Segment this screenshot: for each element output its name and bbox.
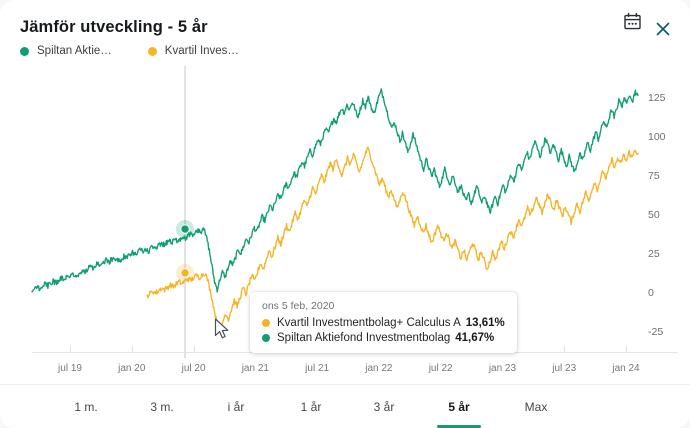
chart-svg (31, 66, 639, 358)
chart-tooltip: ons 5 feb, 2020 Kvartil Investmentbolag+… (250, 292, 517, 353)
tooltip-series-value: 13,61% (465, 317, 505, 329)
x-tick-label: jul 21 (305, 363, 330, 374)
series-line-1 (31, 88, 639, 293)
legend-label: Spiltan Aktie… (37, 45, 112, 57)
x-tick-label: jul 23 (552, 363, 577, 374)
legend-color-dot (20, 46, 29, 56)
y-tick-label: 0 (648, 287, 654, 300)
x-tick-label: jan 21 (241, 363, 269, 374)
series-line-2 (146, 146, 639, 333)
footer-divider (0, 384, 690, 385)
x-tick-mark (564, 346, 566, 352)
tooltip-row: Spiltan Aktiefond Investmentbolag 41,67% (262, 332, 505, 344)
y-tick-label: 25 (648, 248, 660, 261)
y-tick-label: -25 (648, 326, 664, 339)
close-button[interactable] (650, 16, 676, 42)
x-tick-label: jul 20 (181, 363, 206, 374)
legend-color-dot (147, 46, 157, 56)
range-selector: 1 m. 3 m. i år 1 år 3 år 5 år Max (0, 385, 690, 428)
tooltip-series-value: 41,67% (455, 332, 495, 344)
tooltip-series-name: Spiltan Aktiefond Investmentbolag (277, 332, 451, 344)
range-button-1m[interactable]: 1 m. (62, 385, 110, 428)
tooltip-row: Kvartil Investmentbolag+ Calculus A 13,61… (262, 317, 505, 329)
range-button-5år[interactable]: 5 år (437, 385, 481, 428)
range-button-iår[interactable]: i år (216, 385, 256, 428)
range-button-1år[interactable]: 1 år (289, 385, 333, 428)
marker-dot-2 (180, 268, 190, 278)
x-tick-label: jul 22 (428, 363, 453, 374)
x-tick-mark (193, 346, 195, 352)
tooltip-color-dot (262, 319, 270, 327)
tooltip-series-name: Kvartil Investmentbolag+ Calculus A (277, 317, 461, 329)
calendar-button[interactable] (618, 7, 646, 35)
active-range-underline (437, 425, 481, 428)
y-tick-label: 125 (648, 91, 666, 104)
x-tick-label: jan 24 (612, 363, 640, 374)
marker-dot-1 (180, 224, 190, 234)
legend-item-2[interactable]: Kvartil Inves… (147, 45, 239, 57)
chart-legend: Spiltan Aktie… Kvartil Inves… (20, 45, 275, 57)
x-tick-label: jan 20 (118, 363, 146, 374)
x-tick-label: jul 19 (58, 363, 82, 374)
calendar-icon (623, 12, 641, 29)
y-tick-label: 100 (648, 130, 666, 143)
x-tick-mark (131, 346, 133, 352)
y-tick-label: 75 (648, 169, 660, 182)
x-tick-mark (626, 346, 627, 352)
chart-plot-area[interactable] (0, 66, 690, 358)
page-title: Jämför utveckling - 5 år (20, 18, 208, 36)
x-tick-mark (70, 346, 71, 352)
tooltip-color-dot (262, 334, 270, 342)
range-button-3år[interactable]: 3 år (362, 385, 406, 428)
legend-item-1[interactable]: Spiltan Aktie… (20, 45, 112, 57)
tooltip-date: ons 5 feb, 2020 (262, 300, 335, 312)
legend-label: Kvartil Inves… (164, 45, 239, 57)
y-tick-label: 50 (648, 209, 660, 221)
range-button-max[interactable]: Max (512, 385, 560, 428)
range-button-3m[interactable]: 3 m. (138, 385, 186, 428)
close-icon (656, 22, 670, 36)
tooltip-rows: Kvartil Investmentbolag+ Calculus A 13,61… (262, 317, 505, 344)
x-tick-label: jan 22 (365, 363, 393, 374)
x-tick-label: jan 23 (488, 363, 517, 374)
